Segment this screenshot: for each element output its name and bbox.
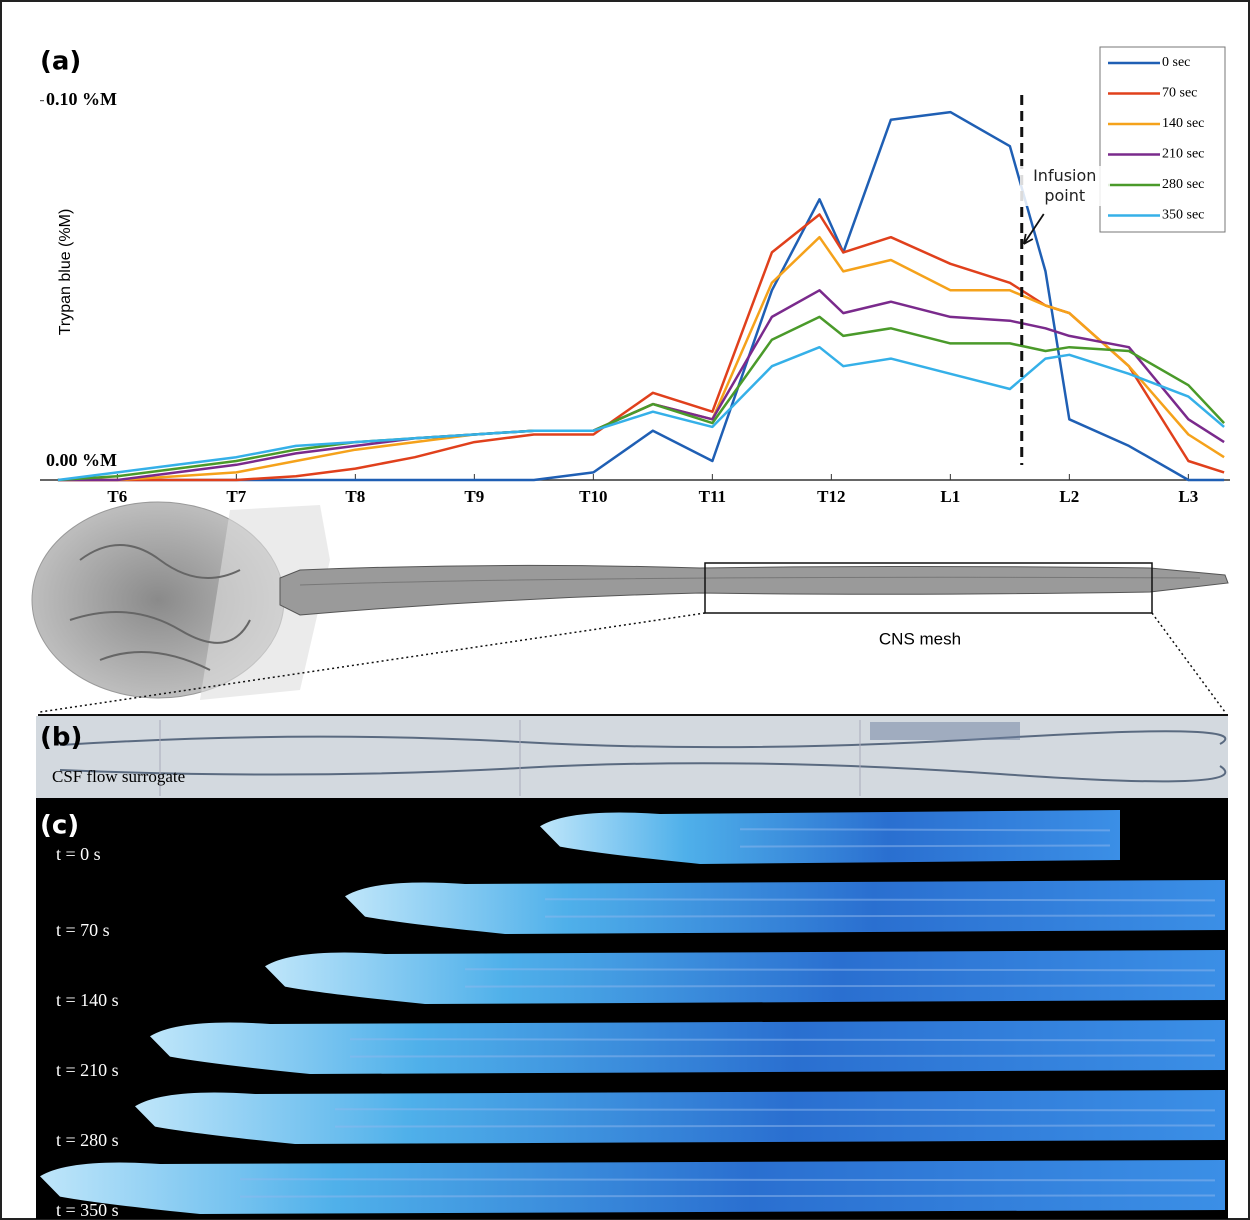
y-tick-label: 0.10 %M xyxy=(46,89,117,109)
x-tick-label: T7 xyxy=(226,487,246,506)
time-label: t = 280 s xyxy=(56,1130,119,1150)
dye-front xyxy=(135,1090,1225,1144)
time-label: t = 70 s xyxy=(56,920,110,940)
x-tick-label: T8 xyxy=(345,487,365,506)
legend-label: 350 sec xyxy=(1162,208,1204,223)
page: {"chart_data": {"type": "line", "ylabel"… xyxy=(0,0,1250,1220)
surrogate-label: CSF flow surrogate xyxy=(52,767,185,786)
series-line xyxy=(58,347,1224,480)
x-tick-label: T11 xyxy=(699,487,726,506)
legend-label: 210 sec xyxy=(1162,147,1204,162)
x-tick-label: L2 xyxy=(1059,487,1079,506)
x-tick-label: T10 xyxy=(579,487,607,506)
y-axis-label: Trypan blue (%M) xyxy=(57,209,74,336)
dye-front xyxy=(265,950,1225,1004)
y-tick-label: 0.00 %M xyxy=(46,450,117,470)
legend-label: 70 sec xyxy=(1162,86,1197,101)
panel-label: (b) xyxy=(40,723,82,753)
legend-label: 280 sec xyxy=(1162,177,1204,192)
dye-front xyxy=(40,1160,1225,1214)
x-tick-label: T6 xyxy=(107,487,127,506)
legend-label: 0 sec xyxy=(1162,55,1190,70)
x-tick-label: L3 xyxy=(1178,487,1198,506)
x-tick-label: T12 xyxy=(817,487,845,506)
surrogate-photo xyxy=(36,716,1228,798)
dye-front xyxy=(150,1020,1225,1074)
series-line xyxy=(58,317,1224,480)
mesh-label: CNS mesh xyxy=(879,629,961,648)
x-tick-label: L1 xyxy=(940,487,960,506)
dye-photo-background xyxy=(36,798,1228,1219)
legend-label: 140 sec xyxy=(1162,116,1204,131)
time-label: t = 350 s xyxy=(56,1200,119,1220)
legend-box xyxy=(1100,47,1225,232)
time-label: t = 210 s xyxy=(56,1060,119,1080)
dye-front xyxy=(540,810,1120,864)
annotation: Infusion point xyxy=(1020,166,1110,206)
time-label: t = 140 s xyxy=(56,990,119,1010)
dye-front xyxy=(345,880,1225,934)
x-tick-label: T9 xyxy=(464,487,484,506)
time-label: t = 0 s xyxy=(56,844,101,864)
panel-label: (c) xyxy=(40,811,79,841)
cns-mesh-illustration xyxy=(32,502,1228,715)
annotation-arrow xyxy=(1024,214,1044,244)
panel-label: (a) xyxy=(40,47,81,77)
series-line xyxy=(58,290,1224,480)
